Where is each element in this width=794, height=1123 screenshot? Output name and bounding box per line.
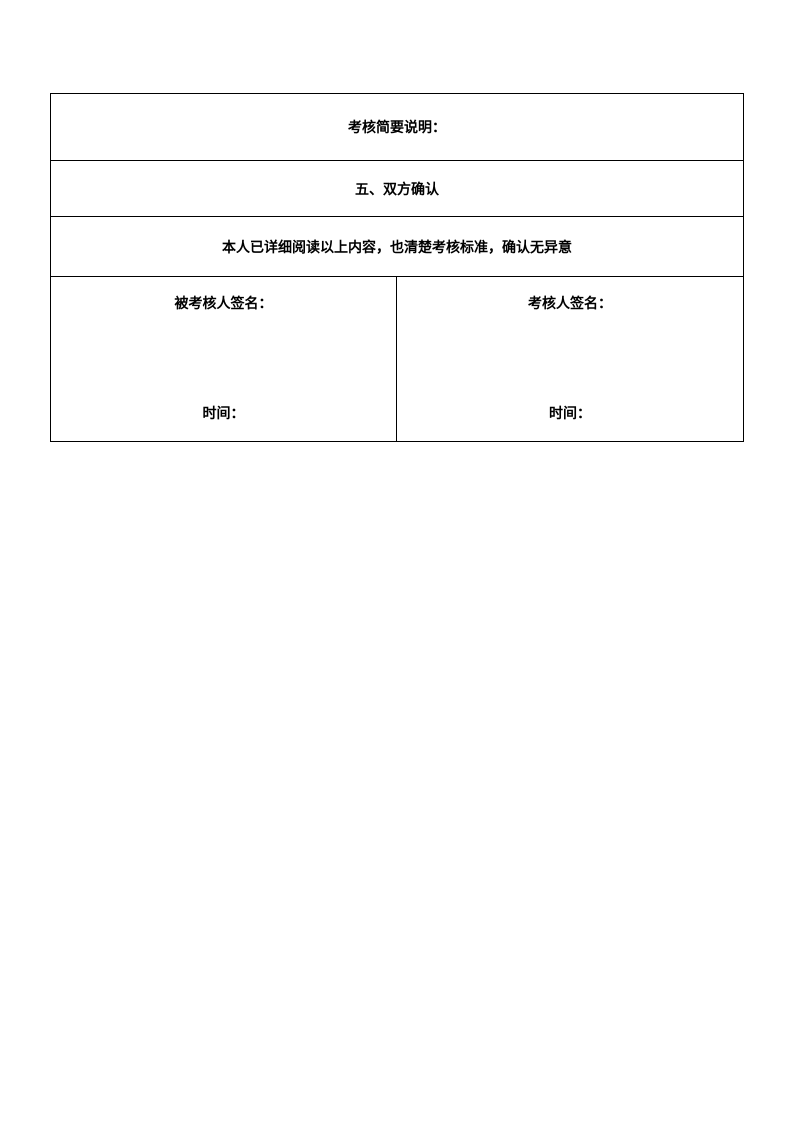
section-title: 五、双方确认: [355, 179, 439, 199]
cell-assessee-signature: 被考核人签名： 时间：: [51, 277, 397, 441]
assessee-signature-label: 被考核人签名：: [51, 293, 396, 313]
row-section-title: 五、双方确认: [51, 161, 743, 217]
brief-description-label: 考核简要说明：: [348, 117, 446, 137]
assessment-table: 考核简要说明： 五、双方确认 本人已详细阅读以上内容，也清楚考核标准，确认无异意…: [50, 93, 744, 442]
assessor-signature-label: 考核人签名：: [397, 293, 743, 313]
assessee-time-label: 时间：: [51, 403, 396, 423]
assessor-time-label: 时间：: [397, 403, 743, 423]
row-confirmation-statement: 本人已详细阅读以上内容，也清楚考核标准，确认无异意: [51, 217, 743, 277]
confirmation-statement: 本人已详细阅读以上内容，也清楚考核标准，确认无异意: [222, 237, 572, 257]
row-brief-description: 考核简要说明：: [51, 94, 743, 161]
cell-assessor-signature: 考核人签名： 时间：: [397, 277, 743, 441]
row-signatures: 被考核人签名： 时间： 考核人签名： 时间：: [51, 277, 743, 441]
